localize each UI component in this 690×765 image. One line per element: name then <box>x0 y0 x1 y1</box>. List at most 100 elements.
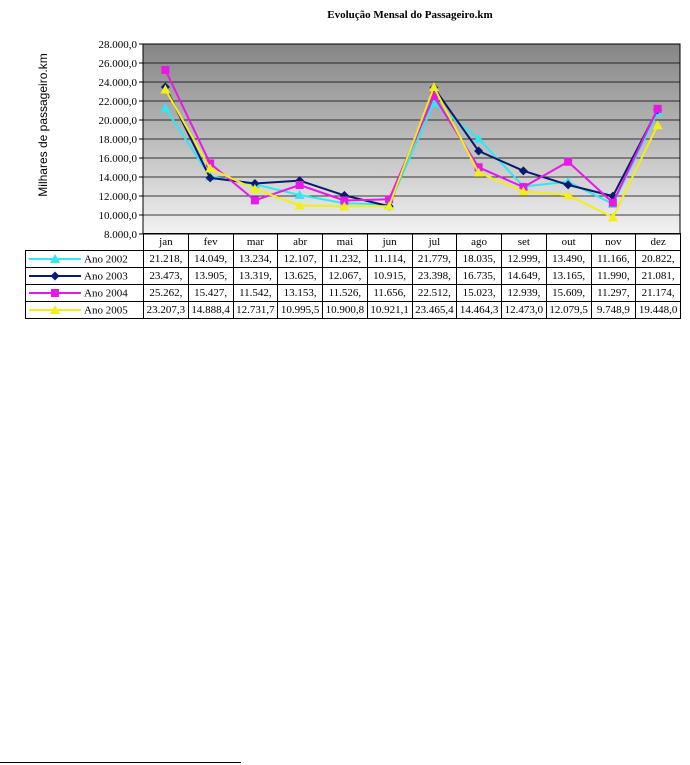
data-label: 21.174, <box>635 284 681 302</box>
data-point <box>384 201 395 211</box>
x-tick-label: mar <box>232 233 279 251</box>
data-label: 11.114, <box>366 250 413 268</box>
data-point <box>250 178 260 188</box>
data-label: 9.748,9 <box>590 301 637 319</box>
footnote-rule <box>0 762 241 763</box>
data-point <box>608 198 617 207</box>
data-label: 10.900,8 <box>322 301 368 319</box>
data-label: 14.464,3 <box>456 301 502 319</box>
data-point <box>428 82 439 92</box>
data-label: 12.107, <box>277 250 323 268</box>
legend-label: Ano 2003 <box>84 270 128 283</box>
data-label: 14.888,4 <box>187 301 234 319</box>
legend-marker <box>50 271 60 281</box>
line-chart: 8.000,010.000,012.000,014.000,016.000,01… <box>99 39 681 240</box>
data-label: 15.609, <box>545 284 592 302</box>
x-tick-label: fev <box>187 233 234 251</box>
data-point <box>473 133 484 143</box>
data-point <box>339 201 350 211</box>
y-tick-label: 22.000,0 <box>99 96 138 108</box>
data-label: 11.656, <box>366 284 413 302</box>
data-label: 20.822, <box>635 250 681 268</box>
data-point <box>205 173 215 183</box>
legend-entry: Ano 2004 <box>25 284 144 302</box>
chart-title: Evolução Mensal do Passageiro.km <box>327 9 493 21</box>
data-point <box>250 196 259 205</box>
x-tick-label: set <box>501 233 547 251</box>
data-point <box>295 181 304 190</box>
legend-entry: Ano 2003 <box>25 267 144 285</box>
data-label: 12.473,0 <box>501 301 547 319</box>
legend-label: Ano 2005 <box>84 304 128 317</box>
legend-swatch <box>29 289 81 298</box>
data-label: 11.542, <box>232 284 279 302</box>
legend-entry: Ano 2002 <box>25 250 144 268</box>
x-tick-label: out <box>545 233 592 251</box>
data-point <box>563 180 573 190</box>
data-label: 11.232, <box>322 250 368 268</box>
data-label: 12.731,7 <box>232 301 279 319</box>
series-4 <box>160 82 663 222</box>
data-label: 23.398, <box>411 267 458 285</box>
data-label: 13.490, <box>545 250 592 268</box>
data-point <box>563 190 574 200</box>
data-label: 11.166, <box>590 250 637 268</box>
data-label: 13.153, <box>277 284 323 302</box>
table-row: Ano 2003 23.473, 13.905, 13.319, 13.625, 12.0… <box>25 267 681 285</box>
data-point <box>294 189 305 199</box>
data-point <box>206 159 215 168</box>
table-corner <box>25 233 144 251</box>
data-label: 23.207,3 <box>143 301 189 319</box>
legend-label: Ano 2002 <box>84 253 128 266</box>
data-label: 18.035, <box>456 250 502 268</box>
data-label: 23.473, <box>143 267 189 285</box>
x-tick-label: jun <box>366 233 413 251</box>
data-label: 11.297, <box>590 284 637 302</box>
data-label: 12.939, <box>501 284 547 302</box>
data-label: 15.023, <box>456 284 502 302</box>
legend-swatch <box>29 271 81 281</box>
data-point <box>385 195 394 204</box>
data-point <box>205 163 216 173</box>
table-row: Ano 2005 23.207,3 14.888,4 12.731,7 10.995,5… <box>25 301 681 319</box>
data-point <box>474 146 484 156</box>
data-label: 15.427, <box>187 284 234 302</box>
x-tick-label: mai <box>322 233 368 251</box>
data-point <box>428 98 439 108</box>
data-label: 13.165, <box>545 267 592 285</box>
data-table: jan fev mar abr mai jun jul ago set out nov dez Ano … <box>25 233 681 319</box>
legend-marker <box>50 305 60 315</box>
legend-marker <box>51 289 59 298</box>
y-tick-label: 20.000,0 <box>99 115 138 127</box>
data-label: 16.735, <box>456 267 502 285</box>
data-point <box>564 157 573 166</box>
data-point <box>518 186 529 196</box>
y-tick-label: 16.000,0 <box>99 153 138 165</box>
y-tick-label: 26.000,0 <box>99 58 138 70</box>
data-label: 12.999, <box>501 250 547 268</box>
data-point <box>249 184 260 194</box>
data-point <box>340 196 349 205</box>
data-point <box>161 66 170 75</box>
data-point <box>653 104 662 113</box>
data-point <box>160 103 171 113</box>
legend-swatch <box>29 305 81 315</box>
x-tick-label: dez <box>635 233 681 251</box>
x-tick-label: nov <box>590 233 637 251</box>
data-label: 14.049, <box>187 250 234 268</box>
data-label: 10.995,5 <box>277 301 323 319</box>
table-row: Ano 2004 25.262, 15.427, 11.542, 13.153, 11.5… <box>25 284 681 302</box>
y-tick-label: 18.000,0 <box>99 134 138 146</box>
x-tick-label: jan <box>143 233 189 251</box>
data-point <box>607 212 618 222</box>
data-point <box>652 120 663 130</box>
y-tick-label: 14.000,0 <box>99 172 138 184</box>
data-label: 13.319, <box>232 267 279 285</box>
legend-entry: Ano 2005 <box>25 301 144 319</box>
y-tick-label: 12.000,0 <box>99 191 138 203</box>
legend-swatch <box>29 254 81 264</box>
data-point <box>160 84 171 94</box>
data-label: 22.512, <box>411 284 458 302</box>
data-label: 13.625, <box>277 267 323 285</box>
data-point <box>473 167 484 177</box>
